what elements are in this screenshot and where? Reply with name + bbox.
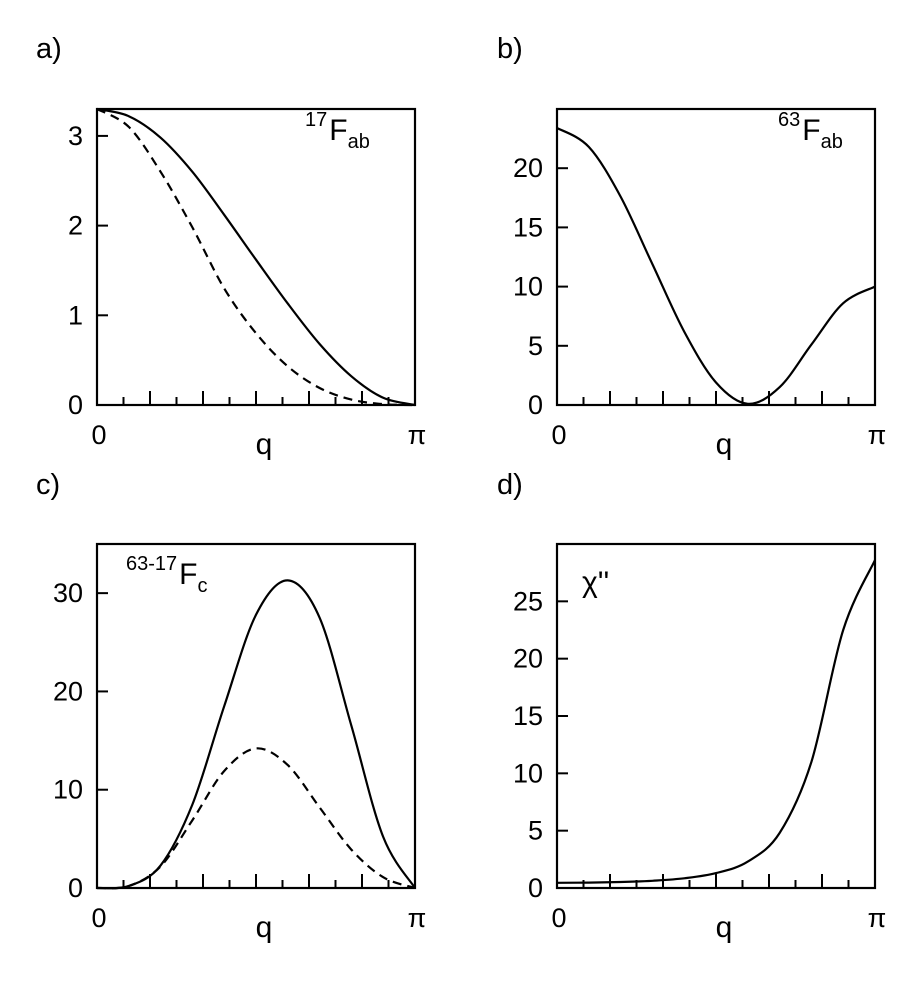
y-tick-label: 10 <box>513 758 543 788</box>
x-tick-label: π <box>868 903 887 933</box>
panel-1: a) 0 1 2 3 0 π q 17Fab <box>36 33 426 461</box>
series-annotation: 63Fab <box>778 109 843 153</box>
y-tick-label: 10 <box>513 272 543 302</box>
x-axis-label: q <box>716 911 733 944</box>
series-annotation: 63-17Fc <box>126 553 207 597</box>
panel-label: c) <box>36 469 60 501</box>
series-line-solid <box>556 559 877 884</box>
y-tick-label: 0 <box>68 390 83 420</box>
plot-frame <box>95 107 417 407</box>
y-tick-label: 1 <box>68 300 83 330</box>
annotation-main: F <box>329 114 347 147</box>
plot-frame <box>555 107 877 407</box>
y-tick-label: 0 <box>528 390 543 420</box>
panel-label: a) <box>36 33 62 65</box>
annotation-subscript: c <box>197 575 207 597</box>
series-line-solid <box>96 579 416 890</box>
y-tick-label: 20 <box>513 644 543 674</box>
x-tick-label: π <box>868 420 887 450</box>
annotation-superscript: 63-17 <box>126 553 177 575</box>
annotation-main: χ'' <box>582 566 609 599</box>
x-tick-label: π <box>408 420 427 450</box>
panel-3: c) 0 10 20 30 0 π q 63-17Fc <box>36 469 426 944</box>
y-tick-label: 15 <box>513 701 543 731</box>
x-tick-label: 0 <box>91 903 106 933</box>
x-axis-label: q <box>716 428 733 461</box>
y-tick-label: 20 <box>53 676 83 706</box>
y-tick-label: 0 <box>528 873 543 903</box>
annotation-subscript: ab <box>821 131 843 153</box>
y-tick-label: 10 <box>53 775 83 805</box>
y-tick-label: 2 <box>68 211 83 241</box>
panel-2: b) 0 5 10 15 20 0 π q 63Fab <box>497 33 886 461</box>
y-tick-label: 5 <box>528 331 543 361</box>
series-line-dashed <box>96 747 416 890</box>
series-line-solid <box>96 107 416 407</box>
x-tick-label: 0 <box>91 420 106 450</box>
plot-frame <box>95 542 417 890</box>
y-tick-label: 25 <box>513 586 543 616</box>
annotation-superscript: 17 <box>305 109 327 131</box>
x-axis-label: q <box>256 428 273 461</box>
panel-label: b) <box>497 33 523 65</box>
annotation-main: F <box>179 558 197 591</box>
y-tick-label: 0 <box>68 873 83 903</box>
series-line-dashed <box>96 108 416 407</box>
annotation-subscript: ab <box>348 131 370 153</box>
y-tick-label: 20 <box>513 153 543 183</box>
series-annotation: 17Fab <box>305 109 370 153</box>
series-annotation: χ'' <box>582 566 609 599</box>
x-tick-label: π <box>408 903 427 933</box>
y-tick-label: 30 <box>53 578 83 608</box>
y-tick-label: 5 <box>528 816 543 846</box>
panel-label: d) <box>497 469 523 501</box>
y-tick-label: 3 <box>68 121 83 151</box>
x-axis-label: q <box>256 911 273 944</box>
annotation-superscript: 63 <box>778 109 800 131</box>
x-tick-label: 0 <box>551 903 566 933</box>
panel-4: d) 0 5 10 15 20 25 0 π q χ'' <box>497 469 886 944</box>
y-tick-label: 15 <box>513 212 543 242</box>
annotation-main: F <box>802 114 820 147</box>
x-tick-label: 0 <box>551 420 566 450</box>
series-line-solid <box>556 126 876 405</box>
